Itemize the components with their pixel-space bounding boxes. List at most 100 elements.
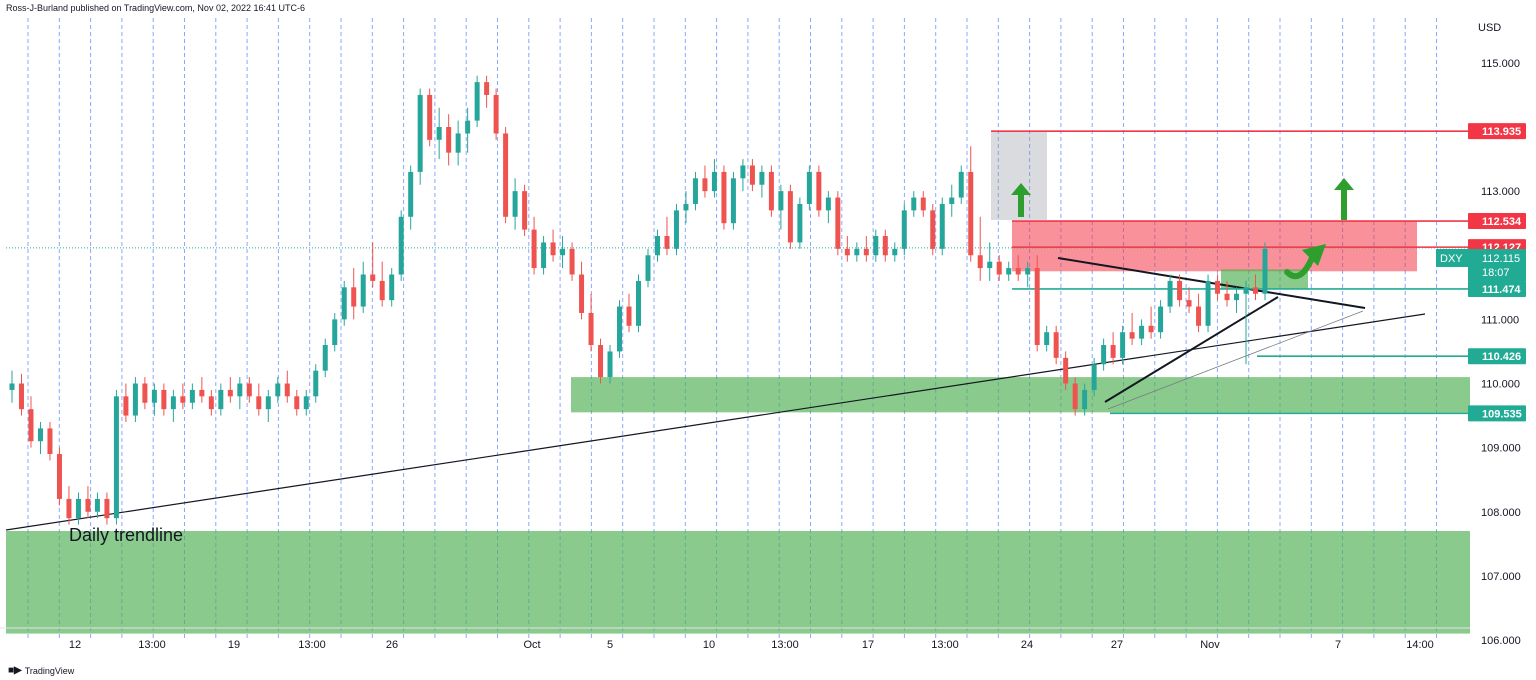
resistance-zone (1012, 221, 1417, 272)
candle (617, 300, 623, 358)
candle-body (977, 255, 983, 269)
candle-body (1139, 325, 1145, 339)
candle-body (1110, 345, 1116, 358)
candle (854, 242, 860, 262)
candle-body (1053, 332, 1059, 358)
triangle-lower-line (1104, 296, 1279, 403)
candle-body (996, 261, 1002, 275)
candle-body (1034, 268, 1040, 346)
level-label-109.535: 109.535 (1468, 405, 1526, 422)
candle (749, 159, 755, 192)
time-tick-label: 17 (862, 639, 874, 651)
support-zone-daily (6, 530, 1470, 634)
candle (227, 377, 233, 403)
candle (275, 377, 281, 403)
countdown-value: 18:07 (1482, 267, 1510, 279)
candle (844, 236, 850, 262)
support-zone-110 (571, 377, 1470, 413)
candle (806, 165, 812, 211)
candle (256, 383, 262, 416)
candle-body (484, 82, 490, 95)
candle-body (522, 191, 528, 230)
candle-body (275, 383, 281, 397)
candle-body (151, 389, 157, 403)
candle-body (579, 274, 585, 313)
candle (332, 312, 338, 352)
candle (920, 191, 926, 217)
time-tick-label: 13:00 (298, 639, 326, 651)
level-label-113.935: 113.935 (1468, 123, 1526, 140)
candle-body (9, 383, 15, 390)
candle-body (626, 306, 632, 326)
candle (436, 107, 442, 160)
candle (740, 159, 746, 192)
time-tick-label: 14:00 (1406, 639, 1434, 651)
candle (835, 191, 841, 256)
candle (654, 229, 660, 262)
candle (218, 383, 224, 416)
candle (911, 191, 917, 217)
candle-body (1148, 325, 1154, 333)
triangle-upper-line (1057, 257, 1366, 309)
candle-body (75, 498, 81, 519)
candle-body (351, 287, 357, 307)
candle-body (427, 94, 433, 140)
candle-body (512, 191, 518, 217)
time-tick-label: 13:00 (138, 639, 166, 651)
candle (987, 242, 993, 281)
candle-body (389, 274, 395, 301)
candle-body (208, 396, 214, 410)
candle-body (531, 229, 537, 269)
arrow-up-icon (1334, 178, 1354, 220)
candle (1006, 261, 1012, 281)
curved-arrow-head (1302, 244, 1326, 266)
candle-body (379, 280, 385, 301)
daily-trendline-label: Daily trendline (69, 525, 183, 545)
time-tick-label: Oct (523, 639, 540, 651)
time-tick-label: 26 (386, 639, 398, 651)
candle-body (246, 383, 252, 397)
candle-body (930, 210, 936, 249)
candle-body (1120, 332, 1126, 358)
candle-body (892, 248, 898, 256)
candle-body (1234, 293, 1240, 301)
candle-body (1072, 383, 1078, 410)
candle-body (1006, 268, 1012, 275)
candle (816, 165, 822, 217)
candle (607, 345, 613, 384)
candle (123, 383, 129, 422)
candle (1101, 338, 1107, 371)
level-label-bg (1468, 280, 1526, 297)
price-tick-label: 113.000 (1481, 186, 1520, 198)
candle-body (1091, 364, 1097, 390)
candle-body (303, 396, 309, 410)
candle (692, 171, 698, 211)
candle-body (341, 287, 347, 320)
candle (493, 88, 499, 140)
candle-body (968, 171, 974, 256)
tradingview-brand[interactable]: ■▶ TradingView (8, 665, 74, 676)
candle (901, 203, 907, 256)
candle-body (901, 210, 907, 249)
candle-body (170, 396, 176, 410)
candle (94, 492, 100, 519)
candle (1082, 383, 1088, 416)
candle (294, 389, 300, 416)
level-label-text: 112.534 (1482, 216, 1522, 228)
candle (1167, 274, 1173, 313)
candle (151, 383, 157, 416)
candle-body (322, 345, 328, 371)
candle-body (161, 389, 167, 410)
price-tick-label: 107.000 (1481, 571, 1521, 583)
candle-body (398, 216, 404, 275)
candle (1177, 274, 1183, 307)
candle (882, 229, 888, 262)
candle-body (939, 203, 945, 249)
candle-body (113, 396, 119, 519)
candle-body (768, 171, 774, 211)
candle-body (550, 242, 556, 256)
candle (9, 370, 15, 403)
candle-body (1167, 280, 1173, 307)
candle-body (664, 236, 670, 249)
